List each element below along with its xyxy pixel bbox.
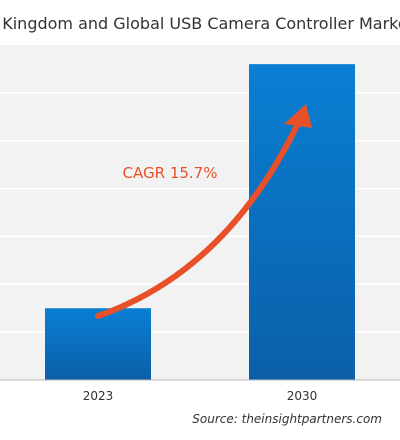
x-tick-label: 2023 (83, 389, 114, 403)
bar-2023 (45, 308, 151, 380)
source-text: Source: theinsightpartners.com (192, 412, 382, 426)
cagr-arrow (95, 112, 305, 319)
chart-title: United Kingdom and Global USB Camera Con… (0, 14, 400, 38)
x-tick-labels: 2023 2030 (83, 389, 318, 403)
x-tick-label: 2030 (287, 389, 318, 403)
cagr-arrow-head (284, 104, 312, 128)
cagr-label: CAGR 15.7% (123, 164, 218, 182)
chart-title-text: United Kingdom and Global USB Camera Con… (0, 14, 400, 33)
